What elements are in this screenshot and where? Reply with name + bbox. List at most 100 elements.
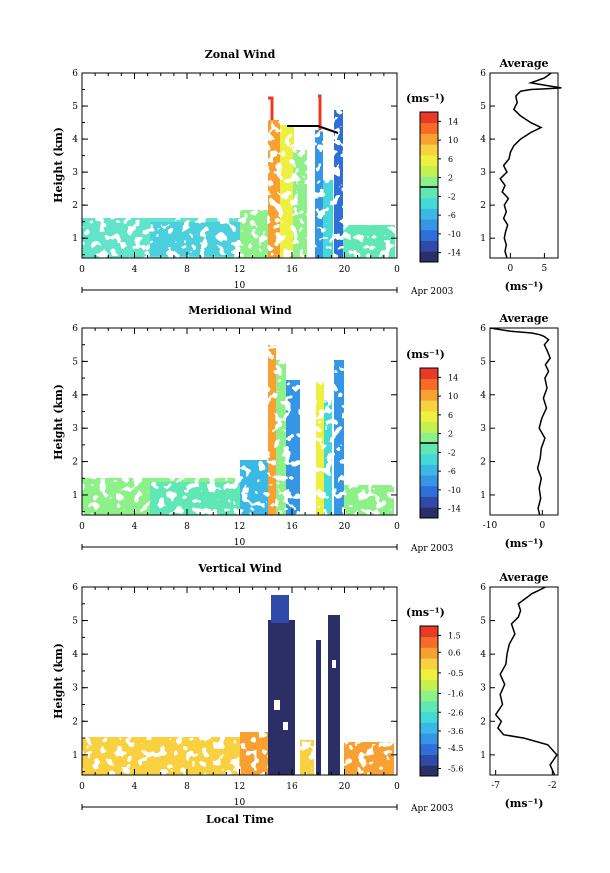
colorbar-step [420,636,438,648]
profile-y-tick-label: 6 [480,69,486,79]
colorbar-step [420,668,438,680]
y-tick-label: 4 [72,650,78,660]
profile-x-tick-label: -10 [483,521,498,531]
profile-frame [489,586,559,776]
colorbar-step [420,251,438,263]
colorbar-unit: (ms⁻¹) [406,348,445,361]
x-tick-label: 4 [132,782,138,792]
colorbar-step [420,626,438,638]
y-tick-group: 1 2 3 4 5 6 [72,324,397,513]
colorbar-step [420,679,438,691]
profile-line [489,327,552,516]
y-axis-label: Height (km) [52,127,65,203]
average-profile: Average 1 2 3 4 5 6 -10 0 (ms⁻¹) [480,312,559,550]
colorbar-step [420,187,438,199]
colorbar-tick-label: 1.5 [448,631,461,640]
colorbar-step [420,378,438,390]
colorbar-tick-label: 10 [448,136,458,145]
profile-x-tick-label: 0 [539,521,545,531]
colorbar-step [420,122,438,134]
y-tick-label: 3 [72,168,78,178]
colorbar-frame [419,625,439,777]
y-tick-group: 1 2 3 4 5 6 [72,583,397,773]
date-label: Apr 2003 [410,804,454,814]
y-tick-label: 6 [72,324,78,334]
colorbar-tick-label: 6 [448,411,453,420]
y-tick-label: 5 [72,617,78,627]
y-tick-label: 1 [72,234,78,244]
colorbar-unit: (ms⁻¹) [406,92,445,105]
profile-y-tick-label: 4 [480,135,486,145]
colorbar-step [420,754,438,766]
profile-line [499,72,562,259]
profile-x-tick-label: -7 [491,781,500,791]
heatmap-image [82,595,394,775]
y-tick-label: 2 [72,458,78,468]
colorbar-step [420,658,438,670]
colorbar-step [420,112,438,124]
profile-x-tick-label: -2 [548,781,557,791]
colorbar-tick-label: 14 [448,373,458,382]
colorbar-step [420,485,438,497]
x-tick-label: 0 [79,522,85,532]
y-tick-label: 6 [72,583,78,593]
x-tick-label: 16 [286,782,298,792]
y-tick-label: 4 [72,135,78,145]
heatmap-image [82,110,395,258]
profile-title: Average [498,312,548,325]
x-tick-label: 20 [339,522,351,532]
colorbar-step [420,229,438,241]
colorbar-step [420,722,438,734]
date-tick-label: 10 [234,538,246,548]
colorbar-tick-label: -4.5 [448,744,463,753]
colorbar-tick-label: -14 [448,249,461,258]
profile-y-tick-label: 2 [480,458,486,468]
colorbar-step [420,219,438,231]
x-tick-label: 0 [394,265,400,275]
colorbar-tick-label: 10 [448,392,458,401]
colorbar-step [420,711,438,723]
colorbar-step [420,208,438,220]
colorbar-step [420,410,438,422]
colorbar-tick-label: -5.6 [448,765,463,774]
profile-xlabel: (ms⁻¹) [505,537,544,550]
x-tick-label: 20 [339,265,351,275]
profile-xlabel: (ms⁻¹) [505,280,544,293]
date-axis: 10 Apr 2003 [81,281,454,297]
profile-y-tick-label: 1 [480,751,486,761]
x-tick-label: 12 [234,782,245,792]
date-tick-label: 10 [234,281,246,291]
y-tick-label: 3 [72,684,78,694]
y-tick-label: 5 [72,357,78,367]
profile-frame [489,72,559,259]
colorbar-step [420,496,438,508]
colorbar-tick-label: 14 [448,117,458,126]
colorbar-step [420,743,438,755]
profile-y-tick-label: 6 [480,583,486,593]
profile-y-tick-label: 3 [480,168,486,178]
profile-x-tick-label: 0 [508,264,514,274]
colorbar-tick-label: -3.6 [448,727,463,736]
profile-y-tick-label: 1 [480,491,486,501]
profile-y-tick-label: 1 [480,234,486,244]
panel-title: Zonal Wind [205,48,276,61]
y-tick-label: 3 [72,424,78,434]
heatmap-image [82,345,394,515]
colorbar: (ms⁻¹) 1.5 0.6 -0.5 -1.6 -2.6 -3.6 -4.5 -5.6 [406,606,463,777]
colorbar-step [420,421,438,433]
colorbar-tick-label: 2 [448,174,453,183]
colorbar-step [420,240,438,252]
panel-title: Vertical Wind [197,562,282,575]
y-tick-label: 1 [72,491,78,501]
profile-y-tick-label: 3 [480,684,486,694]
x-tick-label: 0 [79,782,85,792]
date-axis: 10 Apr 2003 [81,798,454,814]
colorbar-tick-label: -2.6 [448,708,463,717]
colorbar-tick-label: -10 [448,230,461,239]
colorbar-tick-label: -6 [448,211,456,220]
colorbar-step [420,368,438,380]
